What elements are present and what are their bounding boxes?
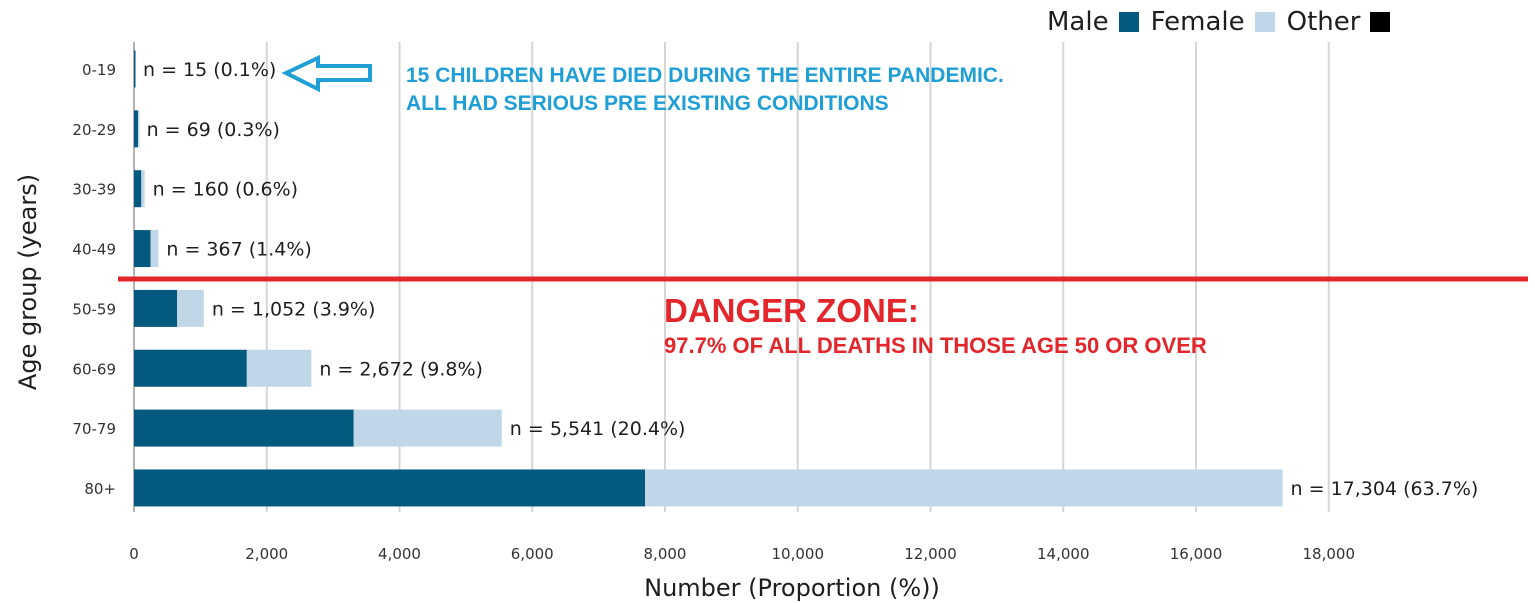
legend-label: Female <box>1150 7 1245 37</box>
bar-female <box>246 349 312 387</box>
x-tick-label: 2,000 <box>245 545 288 563</box>
bar-male <box>134 349 247 387</box>
x-tick-label: 12,000 <box>904 545 957 563</box>
y-tick-label: 50-59 <box>72 300 116 318</box>
bar-female <box>137 110 140 148</box>
data-label: n = 160 (0.6%) <box>153 179 298 201</box>
y-tick-label: 40-49 <box>72 241 116 259</box>
bar-male <box>134 409 354 447</box>
y-axis-label: Age group (years) <box>14 174 42 390</box>
bar-male <box>134 110 138 148</box>
bar-female <box>150 230 159 268</box>
x-tick-label-group: 0 2,000 4,000 6,000 8,000 10,000 12,000 14,000 1… <box>129 545 1355 563</box>
children-annotation: 15 CHILDREN HAVE DIED DURING THE ENTIRE … <box>406 62 1004 118</box>
children-annotation-line-2: ALL HAD SERIOUS PRE EXISTING CONDITIONS <box>406 92 889 115</box>
data-label: n = 17,304 (63.7%) <box>1291 478 1479 500</box>
x-tick-label: 16,000 <box>1170 545 1223 563</box>
x-tick-label: 8,000 <box>644 545 687 563</box>
children-annotation-line-1: 15 CHILDREN HAVE DIED DURING THE ENTIRE … <box>406 64 1004 87</box>
x-tick-label: 18,000 <box>1303 545 1356 563</box>
legend-item-male: Male <box>1047 7 1139 37</box>
bar-female <box>141 170 145 208</box>
y-tick-label: 60-69 <box>72 360 116 378</box>
data-label: n = 69 (0.3%) <box>147 119 280 141</box>
y-tick-label: 20-29 <box>72 121 116 139</box>
legend-swatch <box>1254 12 1275 32</box>
x-tick-label: 14,000 <box>1037 545 1090 563</box>
data-label: n = 367 (1.4%) <box>166 239 311 261</box>
bar-male <box>134 170 142 208</box>
legend-swatch <box>1370 12 1391 32</box>
x-tick-label: 4,000 <box>378 545 421 563</box>
x-tick-label: 10,000 <box>772 545 825 563</box>
bar-female <box>353 409 502 447</box>
legend: Male Female Other <box>1047 4 1402 40</box>
bar-male <box>134 469 646 507</box>
danger-zone-subtitle: 97.7% OF ALL DEATHS IN THOSE AGE 50 OR O… <box>664 333 1207 358</box>
bar-male <box>134 230 151 268</box>
legend-item-female: Female <box>1151 7 1275 37</box>
y-tick-label: 30-39 <box>72 181 116 199</box>
y-tick-label: 0-19 <box>82 61 116 79</box>
data-label: n = 15 (0.1%) <box>143 59 276 81</box>
bar-group <box>134 50 1283 507</box>
bar-male <box>134 289 178 327</box>
bar-female <box>645 469 1283 507</box>
bar-male <box>134 50 136 88</box>
data-label: n = 1,052 (3.9%) <box>212 298 376 320</box>
y-tick-label: 70-79 <box>72 420 116 438</box>
legend-label: Male <box>1047 7 1109 37</box>
data-label: n = 5,541 (20.4%) <box>510 418 686 440</box>
x-tick-label: 0 <box>129 545 139 563</box>
y-tick-label: 80+ <box>84 480 116 498</box>
data-label: n = 2,672 (9.8%) <box>319 358 483 380</box>
x-tick-label: 6,000 <box>511 545 554 563</box>
callout-arrow <box>281 54 372 93</box>
x-axis-label: Number (Proportion (%)) <box>644 574 940 602</box>
bar-female <box>177 289 204 327</box>
data-label-group: n = 15 (0.1%) n = 69 (0.3%) n = 160 (0.6%)… <box>143 59 1478 500</box>
legend-item-other: Other <box>1287 7 1391 37</box>
y-tick-label-group: 0-19 20-29 30-39 40-49 50-59 60-69 70-79 80+ <box>72 61 116 498</box>
legend-label: Other <box>1286 7 1361 37</box>
legend-swatch <box>1118 12 1139 32</box>
danger-zone-title: DANGER ZONE: <box>664 292 919 329</box>
